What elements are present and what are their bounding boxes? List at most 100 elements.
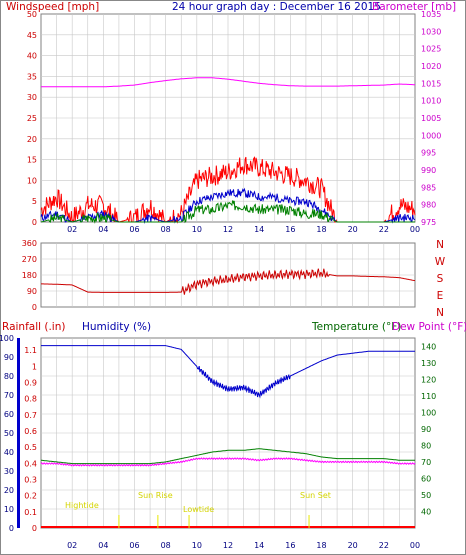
baro-ytick-1020: 1020 — [421, 62, 441, 71]
wind-direction-line — [41, 268, 416, 295]
compass-label-0: N — [436, 239, 444, 251]
dir-ytick-90: 90 — [27, 287, 37, 296]
dir-ytick-360: 360 — [22, 239, 37, 248]
climate-xtick-00: 00 — [410, 541, 420, 550]
humidity-label: Humidity (%) — [82, 321, 151, 333]
wind-xtick-14: 14 — [254, 225, 264, 234]
windspeed-label: Windspeed [mph] — [6, 1, 99, 13]
dir-ytick-0: 0 — [32, 303, 37, 312]
rain-ytick-0.1: 0.1 — [24, 508, 37, 517]
humidity-ytick-30: 30 — [4, 467, 14, 476]
wind-ytick-15: 15 — [27, 156, 37, 165]
wind-xtick-16: 16 — [285, 225, 295, 234]
baro-ytick-1010: 1010 — [421, 97, 441, 106]
climate-xtick-02: 02 — [67, 541, 77, 550]
wind-low-line — [40, 200, 415, 224]
hightide-annotation: Hightide — [65, 501, 99, 510]
temp-ytick-50: 50 — [421, 491, 431, 500]
temp-ytick-120: 120 — [421, 375, 436, 384]
temp-ytick-130: 130 — [421, 359, 436, 368]
dir-ytick-180: 180 — [22, 271, 37, 280]
wind-xtick-04: 04 — [98, 225, 108, 234]
rain-ytick-0.6: 0.6 — [24, 427, 37, 436]
humidity-ytick-40: 40 — [4, 448, 14, 457]
baro-ytick-990: 990 — [421, 166, 436, 175]
barometer-label: Barometer [mb] — [372, 1, 456, 13]
rain-ytick-0.3: 0.3 — [24, 475, 37, 484]
humidity-ytick-70: 70 — [4, 391, 14, 400]
baro-ytick-1030: 1030 — [421, 27, 441, 36]
temperature-label: Temperature (°F) — [311, 321, 401, 333]
humidity-ytick-50: 50 — [4, 429, 14, 438]
wind-xtick-00: 00 — [410, 225, 420, 234]
wind-ytick-10: 10 — [27, 176, 37, 185]
wind-ytick-0: 0 — [32, 218, 37, 227]
dewpoint-label: Dew Point (°F) — [392, 321, 466, 333]
humidity-ytick-0: 0 — [9, 524, 14, 533]
humidity-ytick-10: 10 — [4, 505, 14, 514]
wind-ytick-5: 5 — [32, 197, 37, 206]
climate-xtick-20: 20 — [348, 541, 358, 550]
baro-ytick-995: 995 — [421, 149, 436, 158]
rain-ytick-0.7: 0.7 — [24, 411, 37, 420]
wind-xtick-10: 10 — [192, 225, 202, 234]
temp-ytick-80: 80 — [421, 441, 431, 450]
climate-xtick-22: 22 — [379, 541, 389, 550]
sunset-annotation: Sun Set — [300, 491, 331, 500]
humidity-line — [41, 345, 415, 399]
lowtide-annotation: Lowtide — [183, 505, 214, 514]
rain-axis-bar — [17, 338, 20, 528]
wind-ytick-50: 50 — [27, 10, 37, 19]
climate-xtick-12: 12 — [223, 541, 233, 550]
wind-ytick-30: 30 — [27, 93, 37, 102]
grid-layer — [17, 14, 415, 528]
baro-ytick-985: 985 — [421, 183, 436, 192]
rain-ytick-1: 1 — [32, 362, 37, 371]
wind-xtick-08: 08 — [161, 225, 171, 234]
baro-ytick-1035: 1035 — [421, 10, 441, 19]
dir-ytick-270: 270 — [22, 255, 37, 264]
humidity-ytick-20: 20 — [4, 486, 14, 495]
temp-ytick-90: 90 — [421, 425, 431, 434]
baro-ytick-1005: 1005 — [421, 114, 441, 123]
wind-ytick-45: 45 — [27, 31, 37, 40]
compass-label-2: S — [437, 273, 444, 285]
sunrise-annotation: Sun Rise — [138, 491, 173, 500]
humidity-ytick-60: 60 — [4, 410, 14, 419]
wind-xtick-06: 06 — [129, 225, 139, 234]
temp-ytick-100: 100 — [421, 408, 436, 417]
wind-ytick-25: 25 — [27, 114, 37, 123]
compass-label-4: N — [436, 307, 444, 319]
temp-ytick-40: 40 — [421, 507, 431, 516]
rain-ytick-1.1: 1.1 — [24, 346, 37, 355]
temp-ytick-70: 70 — [421, 458, 431, 467]
compass-label-3: E — [437, 290, 444, 302]
baro-ytick-980: 980 — [421, 201, 436, 210]
graph-title: 24 hour graph day : December 16 2015 — [172, 1, 381, 13]
wind-ytick-40: 40 — [27, 52, 37, 61]
wind-xtick-20: 20 — [348, 225, 358, 234]
wind-ytick-20: 20 — [27, 135, 37, 144]
dewpoint-line — [40, 457, 416, 467]
humidity-ytick-90: 90 — [4, 353, 14, 362]
rain-ytick-0.4: 0.4 — [24, 459, 37, 468]
temp-ytick-140: 140 — [421, 342, 436, 351]
rain-ytick-0.2: 0.2 — [24, 492, 37, 501]
series-layer — [40, 77, 416, 528]
rainfall-label: Rainfall (.in) — [2, 321, 65, 333]
baro-ytick-1000: 1000 — [421, 131, 441, 140]
wind-xtick-22: 22 — [379, 225, 389, 234]
wind-ytick-35: 35 — [27, 72, 37, 81]
wind-xtick-18: 18 — [316, 225, 326, 234]
climate-xtick-08: 08 — [161, 541, 171, 550]
rain-ytick-0.8: 0.8 — [24, 395, 37, 404]
temp-ytick-110: 110 — [421, 392, 436, 401]
rain-ytick-0.9: 0.9 — [24, 378, 37, 387]
climate-xtick-14: 14 — [254, 541, 264, 550]
climate-xtick-16: 16 — [285, 541, 295, 550]
climate-xtick-04: 04 — [98, 541, 108, 550]
climate-xtick-10: 10 — [192, 541, 202, 550]
humidity-ytick-100: 100 — [0, 334, 14, 343]
wind-xtick-12: 12 — [223, 225, 233, 234]
